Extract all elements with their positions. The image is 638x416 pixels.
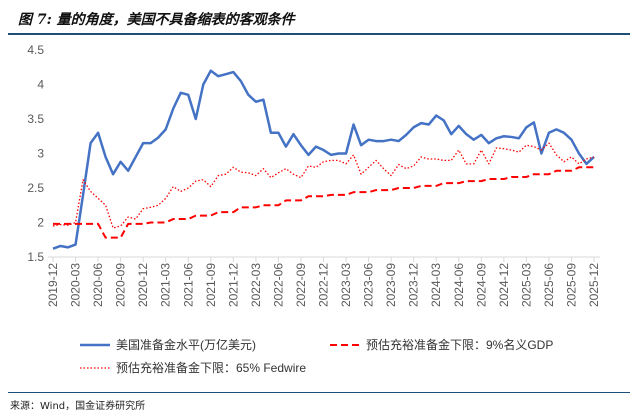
- x-tick-label: 2019-12: [46, 263, 60, 307]
- x-tick-label: 2024-03: [429, 263, 443, 307]
- x-tick-label: 2025-06: [542, 263, 556, 307]
- source-divider: [8, 392, 630, 393]
- x-tick-label: 2020-03: [69, 263, 83, 307]
- series-line-0: [52, 69, 595, 250]
- x-tick-label: 2021-12: [226, 263, 240, 307]
- x-tick-label: 2022-09: [294, 263, 308, 307]
- x-tick-label: 2021-09: [204, 263, 218, 307]
- title-divider: [8, 33, 630, 35]
- y-tick-label: 4: [37, 78, 44, 92]
- x-tick-label: 2023-09: [384, 263, 398, 307]
- series-line-2: [52, 142, 595, 229]
- x-tick-label: 2023-06: [362, 263, 376, 307]
- x-tick-label: 2025-12: [587, 263, 601, 307]
- x-tick-label: 2020-06: [91, 263, 105, 307]
- figure-title: 图 7: 量的角度，美国不具备缩表的客观条件: [18, 12, 295, 28]
- legend-label-2: 预估充裕准备金下限：65% Fedwire: [116, 360, 306, 375]
- x-tick-label: 2023-03: [339, 263, 353, 307]
- x-tick-label: 2023-12: [407, 263, 421, 307]
- y-tick-label: 2.5: [27, 181, 44, 195]
- y-tick-label: 3: [37, 147, 44, 161]
- y-tick-label: 1.5: [27, 250, 44, 264]
- series-line-1: [53, 166, 594, 239]
- x-tick-label: 2025-03: [519, 263, 533, 307]
- legend-label-0: 美国准备金水平(万亿美元): [116, 337, 256, 352]
- x-tick-label: 2025-09: [564, 263, 578, 307]
- x-tick-label: 2020-09: [114, 263, 128, 307]
- x-tick-label: 2024-06: [452, 263, 466, 307]
- x-tick-label: 2021-06: [181, 263, 195, 307]
- x-tick-label: 2022-03: [249, 263, 263, 307]
- x-tick-label: 2022-06: [271, 263, 285, 307]
- x-tick-label: 2024-12: [497, 263, 511, 307]
- x-tick-label: 2021-03: [159, 263, 173, 307]
- y-tick-label: 4.5: [27, 43, 44, 57]
- y-tick-label: 2: [37, 216, 44, 230]
- legend-label-1: 预估充裕准备金下限：9%名义GDP: [366, 337, 553, 352]
- x-tick-label: 2020-12: [136, 263, 150, 307]
- y-tick-label: 3.5: [27, 112, 44, 126]
- source-note: 来源：Wind，国金证券研究所: [10, 401, 146, 412]
- x-tick-label: 2022-12: [317, 263, 331, 307]
- x-tick-label: 2024-09: [474, 263, 488, 307]
